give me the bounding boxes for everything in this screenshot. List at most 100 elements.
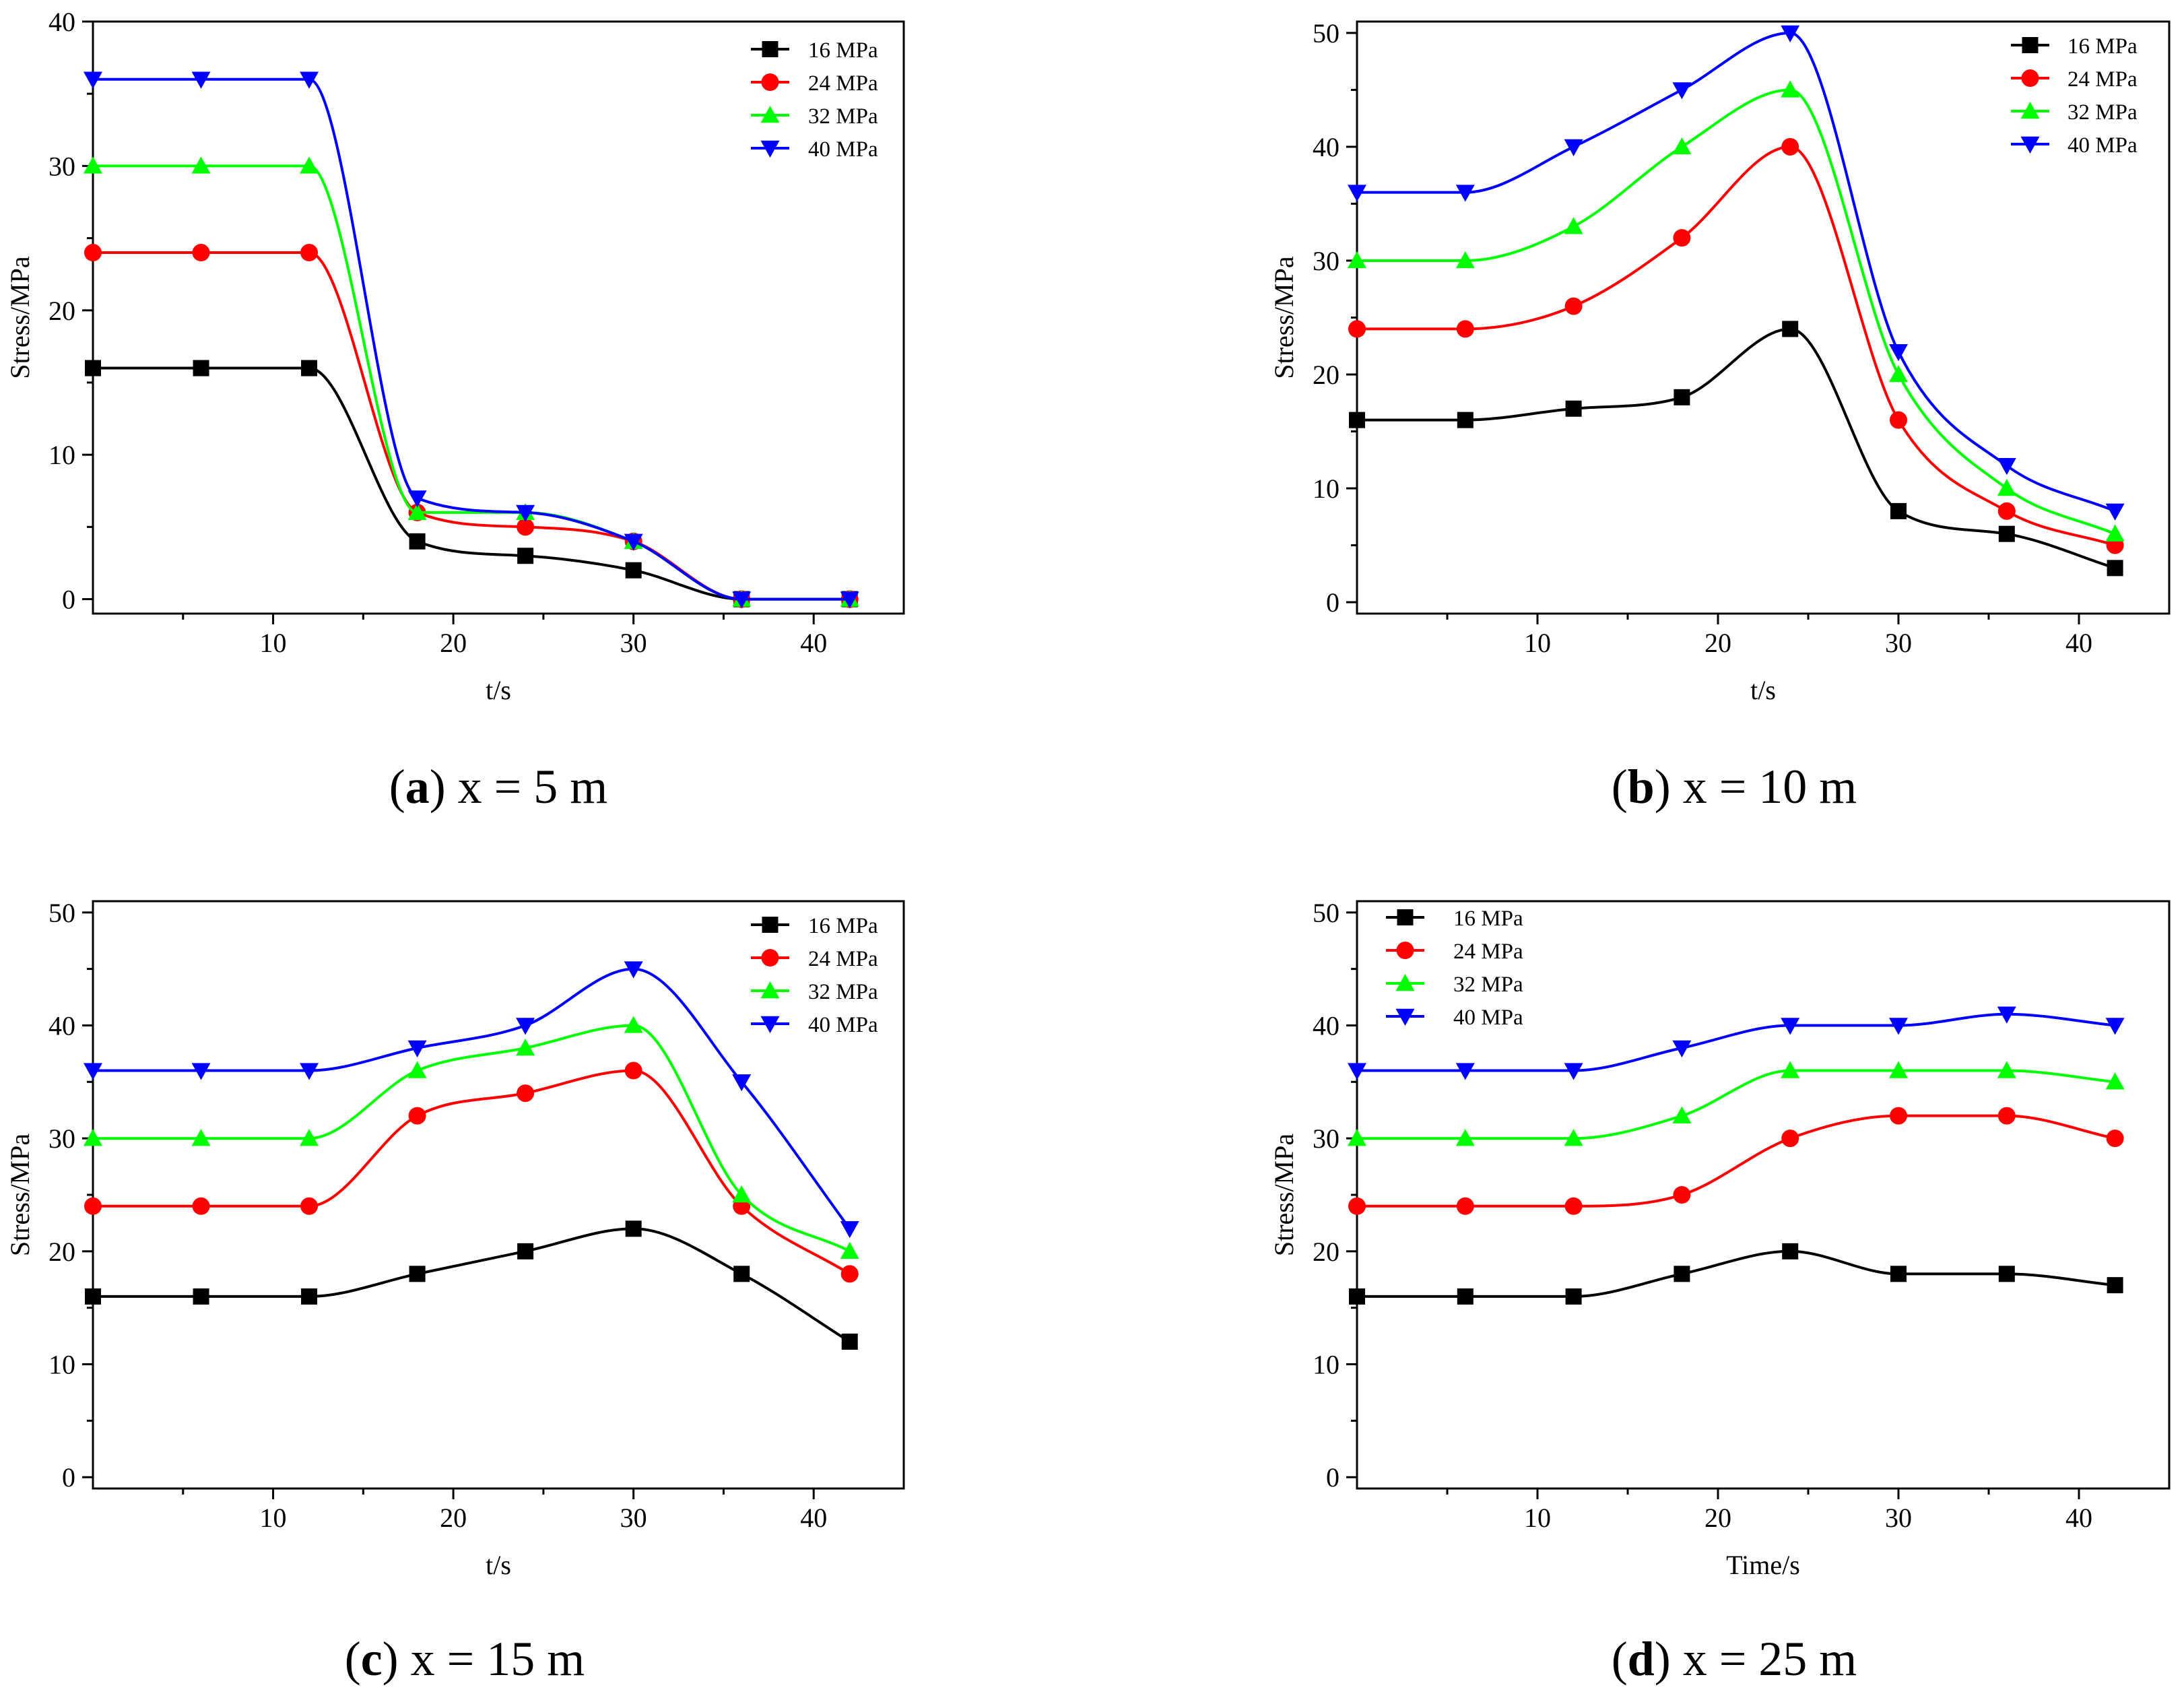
y-tick-label: 40: [1313, 132, 1339, 162]
data-point: [624, 1016, 643, 1033]
data-point: [1565, 400, 1582, 417]
y-tick-label: 10: [1313, 473, 1339, 504]
x-tick-label: 40: [800, 628, 827, 658]
series-line: [1356, 88, 2116, 535]
caption-letter: d: [1628, 1632, 1655, 1686]
legend: 16 MPa 24 MPa 32 MPa 40 MPa: [1386, 907, 1523, 1030]
x-tick-label: 30: [620, 1503, 647, 1533]
legend-marker: [760, 106, 780, 123]
data-point: [840, 591, 859, 609]
data-point: [1457, 412, 1474, 428]
data-point: [1455, 251, 1475, 269]
data-point: [84, 71, 102, 89]
series-1: [84, 1061, 859, 1283]
x-axis-title: t/s: [1750, 675, 1776, 705]
data-point: [1997, 1006, 2016, 1024]
series-line: [1357, 1012, 2115, 1072]
panel-caption: (c) x = 15 m: [345, 1632, 585, 1686]
legend-item: 16 MPa: [751, 914, 878, 938]
series-3: [84, 71, 859, 609]
series-line: [1357, 1249, 2115, 1298]
series-2: [84, 156, 859, 607]
data-point: [2107, 1277, 2123, 1294]
panel-d: 10 20 30 40 0 10 20 30 40 50 Time/s Stress/MPa 16 MP…: [1269, 898, 2171, 1580]
series-0: [85, 1220, 858, 1350]
data-point: [1781, 137, 1799, 156]
data-point: [1455, 1129, 1475, 1146]
y-tick-label: 40: [48, 7, 75, 37]
legend-marker: [762, 917, 779, 933]
legend-label: 16 MPa: [808, 38, 878, 63]
legend-marker: [1396, 942, 1414, 959]
legend-item: 32 MPa: [751, 980, 878, 1004]
data-point: [1564, 1063, 1583, 1080]
data-point: [841, 1334, 858, 1350]
data-point: [1781, 1130, 1799, 1148]
x-axis-title: Time/s: [1726, 1550, 1800, 1580]
data-point: [1348, 320, 1366, 338]
panel-caption: (a) x = 5 m: [389, 760, 608, 814]
data-point: [732, 1074, 752, 1092]
series-3: [1348, 25, 2125, 521]
legend-item: 16 MPa: [1386, 907, 1523, 931]
y-tick-label: 10: [1313, 1350, 1339, 1380]
series-line: [93, 77, 850, 601]
y-axis-title: Stress/MPa: [5, 1134, 35, 1256]
panel-c: 10 20 30 40 0 10 20 30 40 50 t/s Stress/MPa 16 MPa 24…: [5, 898, 905, 1580]
series-line: [93, 251, 850, 601]
x-tick-label: 10: [260, 628, 287, 658]
data-point: [1889, 365, 1908, 383]
caption-paren-open: (: [389, 760, 405, 814]
data-point: [2105, 503, 2125, 521]
series-1: [1348, 1107, 2124, 1215]
y-axis-title: Stress/MPa: [5, 256, 35, 379]
data-point: [301, 360, 318, 377]
x-tick-label: 20: [440, 628, 467, 658]
legend-marker: [760, 981, 780, 999]
data-point: [409, 533, 426, 550]
x-tick-label: 30: [1885, 628, 1912, 658]
legend-label: 32 MPa: [1453, 973, 1523, 997]
legend-label: 16 MPa: [2067, 34, 2138, 59]
data-point: [516, 504, 535, 522]
x-tick-label: 40: [2065, 1503, 2092, 1533]
legend-label: 24 MPa: [808, 947, 878, 971]
data-point: [732, 1185, 752, 1203]
data-point: [1781, 1018, 1800, 1035]
legend-marker: [761, 73, 779, 91]
caption-paren-close: ): [430, 760, 458, 814]
legend-label: 16 MPa: [808, 914, 878, 938]
panel-caption: (b) x = 10 m: [1612, 760, 1857, 814]
data-point: [1672, 1106, 1692, 1123]
legend-item: 40 MPa: [751, 1013, 878, 1037]
legend-label: 32 MPa: [808, 980, 878, 1004]
legend-label: 32 MPa: [2067, 100, 2138, 125]
data-point: [625, 1220, 642, 1237]
data-point: [625, 562, 642, 579]
series-0: [1349, 1243, 2123, 1305]
data-point: [300, 244, 319, 262]
legend-item: 32 MPa: [1386, 973, 1523, 997]
series-line: [93, 1069, 851, 1276]
x-tick-label: 10: [260, 1503, 287, 1533]
legend-marker: [761, 949, 779, 967]
data-point: [517, 548, 534, 564]
data-point: [85, 360, 101, 377]
data-point: [1997, 1061, 2016, 1078]
series-2: [1348, 80, 2125, 542]
legend-item: 16 MPa: [2011, 34, 2138, 59]
series-line: [1357, 1114, 2116, 1208]
legend-item: 32 MPa: [2011, 100, 2138, 125]
panel-caption: (d) x = 25 m: [1612, 1632, 1857, 1686]
x-tick-label: 20: [440, 1503, 467, 1533]
series-3: [84, 961, 859, 1239]
legend-item: 24 MPa: [2011, 67, 2138, 92]
data-point: [2107, 560, 2123, 577]
legend: 16 MPa 24 MPa 32 MPa 40 MPa: [751, 38, 878, 162]
data-point: [300, 1063, 319, 1080]
series-line: [1356, 327, 2116, 570]
y-tick-label: 0: [1326, 1462, 1339, 1493]
caption-letter: a: [405, 760, 430, 814]
data-point: [191, 1129, 211, 1146]
data-point: [1997, 502, 2016, 520]
